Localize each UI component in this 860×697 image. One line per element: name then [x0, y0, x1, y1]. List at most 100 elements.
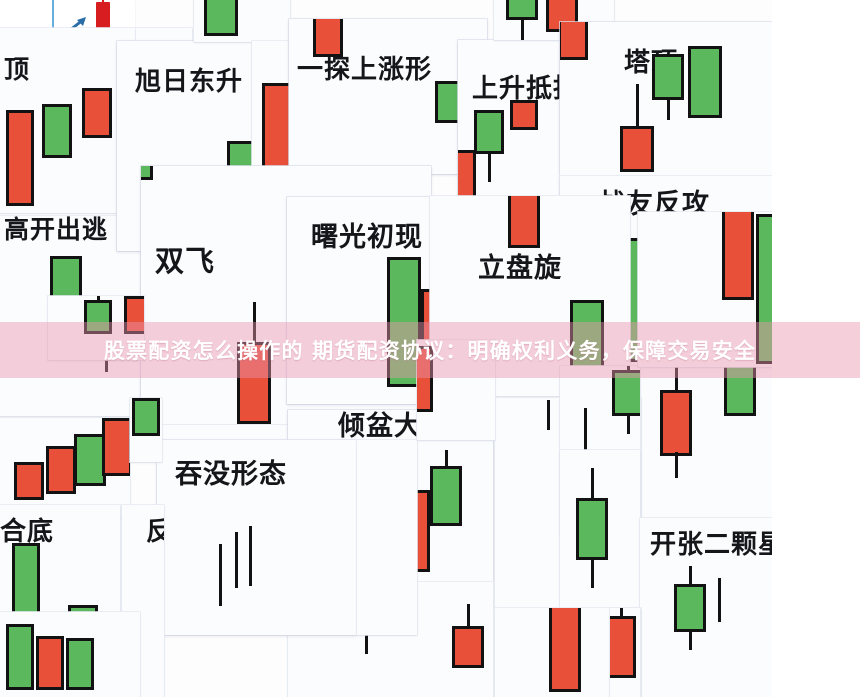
candle-body	[141, 166, 153, 180]
candle-body	[66, 638, 94, 690]
candle-body	[313, 19, 343, 57]
candle-body	[42, 104, 72, 158]
candlestick-chart	[560, 22, 772, 212]
candle-body	[508, 196, 540, 248]
pattern-card-ding[interactable]: 顶	[0, 28, 136, 213]
candle-wick	[466, 604, 470, 630]
candle-body	[610, 616, 636, 678]
pattern-card-kaizhang[interactable]: 开张二颗星	[640, 518, 772, 697]
candle-body	[652, 54, 684, 100]
candle-body	[549, 608, 581, 692]
candle-down	[508, 196, 540, 248]
candle-wick	[590, 558, 594, 588]
banner-title-text: 股票配资怎么操作的 期货配资协议：明确权利义务，保障交易安全	[103, 339, 757, 363]
candle-wick	[619, 608, 623, 620]
candle-up	[570, 300, 604, 378]
candle-down	[549, 608, 581, 692]
right-tall-candles-card	[638, 212, 772, 367]
pattern-card-title: 高开出逃	[4, 216, 109, 244]
bottom-tail-card	[610, 608, 640, 697]
pattern-card-title: 顶	[4, 55, 31, 84]
candle-body	[506, 0, 538, 20]
pattern-card-xuri-top	[194, 0, 290, 42]
candle-body	[474, 110, 504, 154]
candle-wick	[717, 578, 721, 622]
candle-body	[688, 46, 722, 118]
candle-body	[576, 498, 608, 560]
candle-up	[42, 104, 72, 158]
candlestick-chart	[610, 608, 640, 697]
candle-up	[576, 468, 608, 588]
candlestick-chart	[417, 340, 495, 440]
candle-wick	[674, 452, 678, 478]
candle-wick	[487, 152, 491, 182]
candle-up	[132, 398, 160, 436]
pattern-card-tunmo-right	[357, 440, 417, 635]
candle-up	[506, 0, 538, 40]
pattern-card-title: 开张二颗星	[650, 530, 772, 560]
candle-down	[46, 446, 76, 494]
candle-up	[430, 450, 462, 526]
pattern-card-title: 合底	[0, 517, 55, 547]
candle-up	[387, 257, 421, 387]
candle-body	[14, 462, 44, 500]
overlay-banner: 股票配资怎么操作的 期货配资协议：明确权利义务，保障交易安全	[0, 322, 860, 378]
candle-up	[724, 366, 756, 416]
candle-wick	[248, 526, 252, 586]
candle-wick	[674, 366, 678, 394]
candlestick-chart	[130, 398, 162, 462]
candle-wick	[688, 566, 692, 588]
candlestick-chart	[638, 212, 772, 367]
candle-down	[36, 636, 64, 690]
candle-down	[102, 418, 130, 476]
candle-body	[84, 300, 112, 334]
candle-wick	[546, 400, 550, 430]
candlestick-pattern-collage: 顶	[0, 0, 772, 697]
candlestick-chart	[640, 518, 772, 697]
pattern-card-tunmo[interactable]: 吞没形态	[157, 440, 357, 635]
candle-body	[660, 390, 692, 456]
candle-body	[612, 370, 640, 416]
candle-wick	[520, 18, 524, 40]
divider	[141, 424, 431, 425]
right-column-card-upper	[638, 366, 772, 536]
candle-doji	[233, 532, 239, 588]
candlestick-chart	[560, 450, 640, 625]
candle-body	[722, 212, 754, 300]
ascending-steps-tail	[130, 398, 162, 462]
candle-doji	[545, 400, 551, 430]
candle-up	[756, 214, 772, 364]
candle-body	[620, 126, 654, 172]
candle-down	[237, 302, 271, 424]
bottom-left-candles	[0, 612, 140, 697]
candle-down	[6, 110, 34, 206]
candle-body	[6, 110, 34, 206]
pattern-card-tanshang[interactable]: 一探上涨形	[289, 19, 487, 174]
candle-down	[14, 462, 44, 500]
candle-down	[417, 346, 433, 412]
axis-line	[52, 0, 54, 44]
candle-wick	[234, 532, 238, 588]
candle-up	[6, 624, 34, 690]
mid-small-candles	[417, 340, 495, 440]
candle-down	[124, 296, 144, 334]
candle-body	[36, 636, 64, 690]
candle-down	[452, 604, 484, 668]
candle-down	[313, 19, 343, 57]
candle-body	[6, 624, 34, 690]
pattern-card-title: 吞没形态	[175, 459, 287, 490]
candle-body	[756, 214, 772, 364]
candle-body	[452, 626, 484, 668]
candle-down	[560, 22, 588, 60]
candle-wick	[444, 450, 448, 470]
pattern-card-title: 旭日东升	[135, 67, 244, 97]
candlestick-chart	[48, 296, 144, 360]
candle-wick	[626, 414, 630, 434]
candle-body	[204, 0, 238, 36]
candle-wick	[364, 632, 368, 654]
candle-body	[510, 100, 538, 130]
pattern-card-title: 双飞	[155, 244, 216, 278]
candle-wick	[635, 84, 639, 130]
candle-down	[510, 100, 538, 130]
